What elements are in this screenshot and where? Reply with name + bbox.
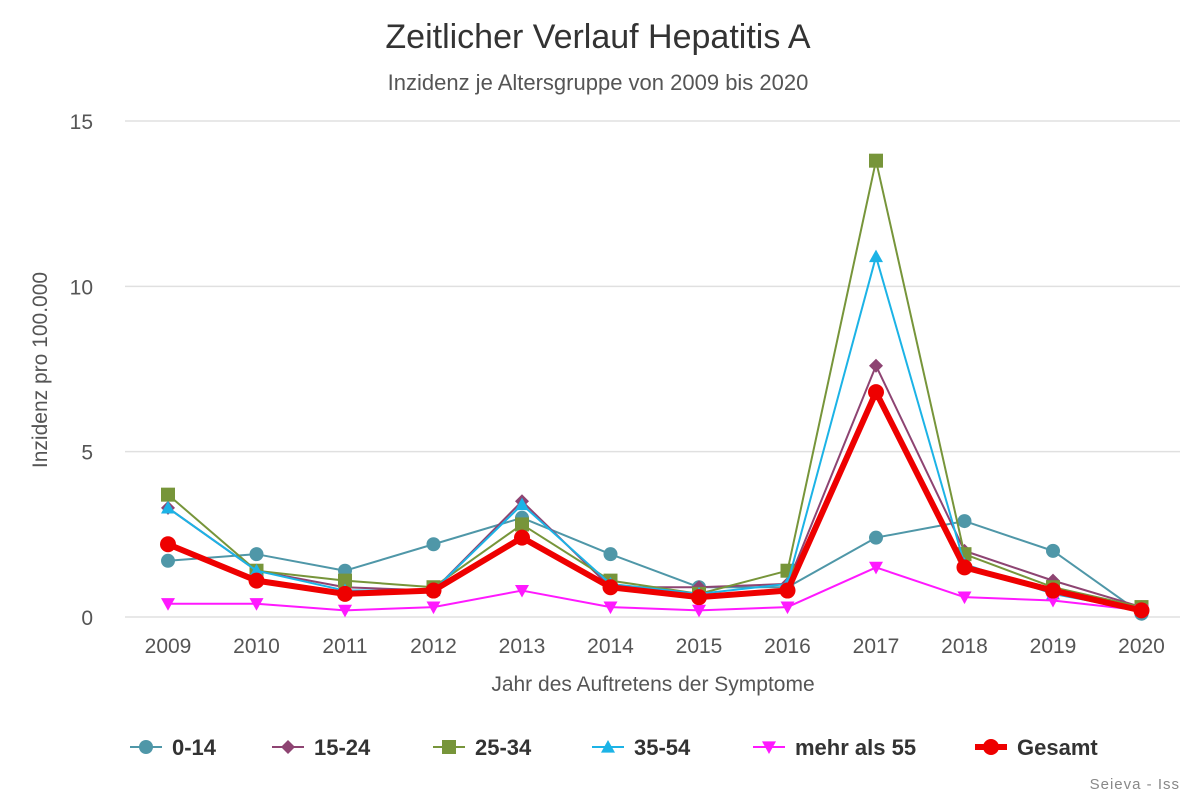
data-point <box>1133 602 1150 619</box>
data-point <box>425 582 442 599</box>
data-point <box>957 514 972 529</box>
x-tick-label: 2009 <box>145 635 192 658</box>
x-tick-label: 2018 <box>941 635 988 658</box>
data-point <box>161 487 175 502</box>
data-point <box>160 536 176 553</box>
legend-label: 25-34 <box>475 735 532 760</box>
legend-symbol <box>762 741 776 754</box>
gridlines <box>125 120 1180 618</box>
y-axis-ticks: 0 5 10 15 <box>70 111 93 630</box>
data-point <box>515 497 529 511</box>
x-tick-label: 2020 <box>1118 635 1165 658</box>
y-tick-label: 5 <box>81 442 93 465</box>
data-point <box>338 604 352 618</box>
legend-item[interactable]: Gesamt <box>975 735 1098 760</box>
legend-symbol <box>601 740 615 753</box>
data-point <box>869 249 883 263</box>
series-0-14 <box>161 510 1149 621</box>
series-25-34 <box>161 153 1149 615</box>
x-axis-label: Jahr des Auftretens der Symptome <box>491 673 814 696</box>
data-point <box>779 582 796 599</box>
legend[interactable]: 0-14 15-24 25-34 35-54 mehr als 55 Gesamt <box>130 735 1098 760</box>
y-axis-label: Inzidenz pro 100.000 <box>29 272 52 468</box>
series-gesamt <box>160 384 1150 619</box>
data-point <box>426 537 441 552</box>
legend-symbol <box>281 740 295 754</box>
data-point <box>161 598 175 611</box>
data-point <box>426 601 441 615</box>
legend-label: mehr als 55 <box>795 735 916 760</box>
data-point <box>248 572 265 589</box>
data-point <box>602 579 619 596</box>
data-point <box>869 530 883 545</box>
data-point <box>161 553 175 568</box>
legend-symbol <box>442 740 456 754</box>
data-point <box>515 517 529 532</box>
x-tick-label: 2011 <box>322 635 367 658</box>
legend-item[interactable]: 35-54 <box>592 735 691 760</box>
data-point <box>1046 543 1060 558</box>
data-point <box>692 604 706 618</box>
series-line <box>167 159 1142 609</box>
legend-symbol <box>983 739 999 755</box>
x-tick-label: 2013 <box>499 635 546 658</box>
data-point <box>249 563 264 577</box>
data-point <box>249 598 264 611</box>
data-point <box>161 500 175 514</box>
legend-item[interactable]: mehr als 55 <box>753 735 916 760</box>
data-point <box>869 358 883 373</box>
x-tick-label: 2017 <box>853 635 900 658</box>
x-tick-label: 2016 <box>764 635 811 658</box>
legend-label: 15-24 <box>314 735 371 760</box>
legend-item[interactable]: 25-34 <box>433 735 532 760</box>
x-tick-label: 2010 <box>233 635 280 658</box>
x-tick-label: 2019 <box>1030 635 1077 658</box>
legend-item[interactable]: 15-24 <box>272 735 371 760</box>
series-line <box>168 566 1142 612</box>
series-lines <box>160 153 1150 621</box>
data-point <box>337 585 353 602</box>
legend-symbol <box>139 740 153 754</box>
data-point <box>956 559 973 576</box>
legend-label: Gesamt <box>1017 735 1098 760</box>
data-point <box>515 584 529 598</box>
x-tick-label: 2015 <box>676 635 723 658</box>
data-point <box>869 561 883 575</box>
data-point <box>603 601 618 615</box>
x-tick-label: 2012 <box>410 635 457 658</box>
series-line <box>166 389 1143 614</box>
data-point <box>249 547 264 562</box>
legend-label: 0-14 <box>172 735 217 760</box>
data-point <box>603 547 618 562</box>
data-point <box>957 591 972 605</box>
data-point <box>514 529 530 546</box>
x-tick-label: 2014 <box>587 635 634 658</box>
series-line <box>167 255 1142 612</box>
chart-credit: Seieva - Iss <box>1090 776 1180 793</box>
data-point <box>1046 594 1060 608</box>
data-point <box>1045 582 1061 599</box>
data-point <box>338 573 352 588</box>
data-point <box>869 153 883 168</box>
y-tick-label: 10 <box>70 276 93 299</box>
y-tick-label: 0 <box>81 607 93 630</box>
data-point <box>691 589 707 606</box>
y-tick-label: 15 <box>70 111 93 134</box>
data-point <box>780 601 795 615</box>
x-axis-ticks: 2009 2010 2011 2012 2013 2014 2015 2016 2017 2018… <box>145 635 1165 658</box>
series-35-54 <box>161 249 1149 616</box>
chart-title: Zeitlicher Verlauf Hepatitis A <box>385 18 811 56</box>
data-point <box>868 384 884 401</box>
chart-subtitle: Inzidenz je Altersgruppe von 2009 bis 20… <box>388 70 809 95</box>
series-line <box>167 516 1143 615</box>
legend-item[interactable]: 0-14 <box>130 735 217 760</box>
legend-label: 35-54 <box>634 735 691 760</box>
